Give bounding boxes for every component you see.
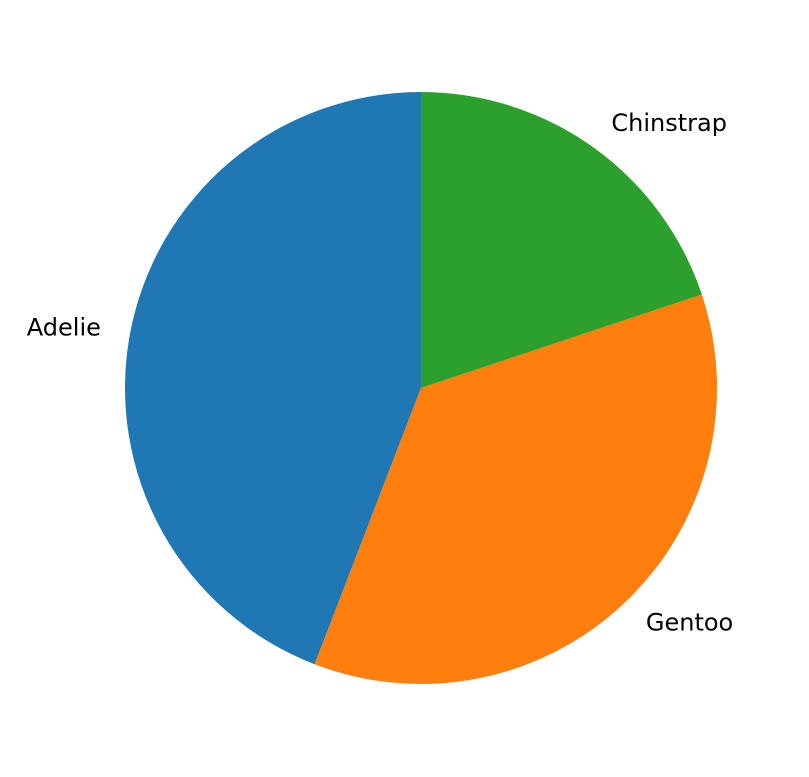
pie-label-gentoo: Gentoo [646, 609, 733, 637]
pie-label-adelie: Adelie [27, 314, 101, 342]
pie-slice-gentoo [314, 294, 717, 684]
pie-slice-adelie [125, 92, 422, 665]
pie-slice-chinstrap [421, 92, 702, 388]
pie-label-chinstrap: Chinstrap [611, 109, 727, 137]
